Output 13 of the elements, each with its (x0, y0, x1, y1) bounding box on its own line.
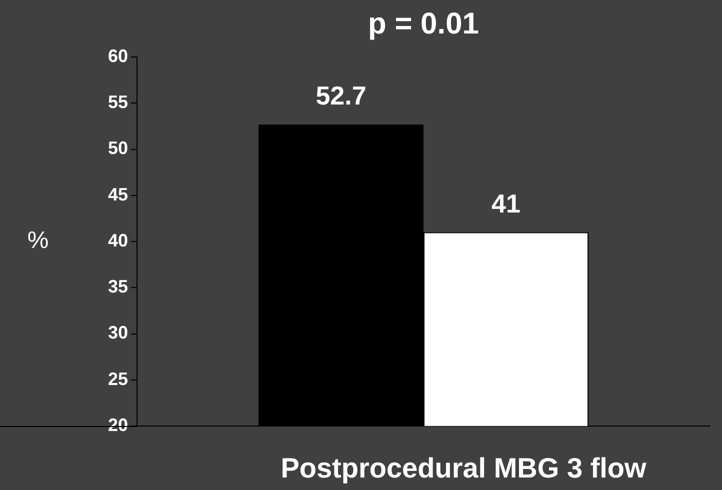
y-tick-label: 50 (108, 138, 128, 158)
data-label: 41 (492, 188, 520, 218)
x-axis-title: Postprocedural MBG 3 flow (280, 452, 647, 484)
y-tick-label: 60 (108, 46, 128, 66)
y-tick-label: 45 (108, 184, 128, 204)
data-label: 52.7 (316, 80, 366, 111)
chart-title: p = 0.01 (368, 7, 479, 40)
y-tick-label: 40 (108, 230, 128, 250)
y-tick-label: 55 (108, 92, 128, 112)
y-tick-label: 35 (108, 276, 128, 297)
y-tick-label: 25 (108, 368, 128, 389)
y-tick-label: 30 (108, 322, 128, 343)
y-axis-title: % (27, 227, 49, 254)
